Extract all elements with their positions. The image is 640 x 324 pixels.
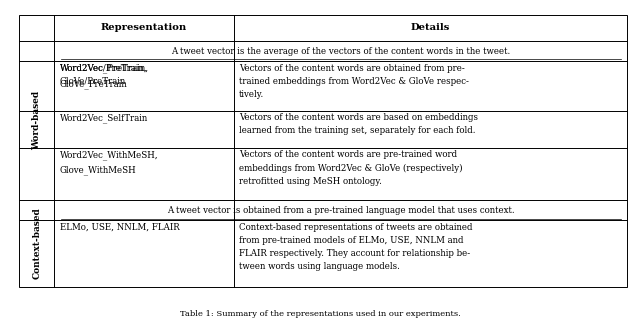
Text: Details: Details xyxy=(411,23,450,32)
Text: Context-based representations of tweets are obtained
from pre-trained models of : Context-based representations of tweets … xyxy=(239,223,472,271)
Text: A tweet vector is obtained from a pre-trained language model that uses context.: A tweet vector is obtained from a pre-tr… xyxy=(167,206,515,215)
Text: Word2Vec/PreTrain,
GloVe/PreTrain: Word2Vec/PreTrain, GloVe/PreTrain xyxy=(60,64,147,85)
Text: A tweet vector is the average of the vectors of the content words in the tweet.: A tweet vector is the average of the vec… xyxy=(171,47,511,56)
Text: Vectors of the content words are based on embeddings
learned from the training s: Vectors of the content words are based o… xyxy=(239,113,477,135)
Text: Word2Vec_PreTrain,
GloVe_PreTrain: Word2Vec_PreTrain, GloVe_PreTrain xyxy=(60,64,148,88)
Text: Vectors of the content words are obtained from pre-
trained embeddings from Word: Vectors of the content words are obtaine… xyxy=(239,64,468,99)
Text: Context-based: Context-based xyxy=(32,208,42,279)
Text: Word-based: Word-based xyxy=(32,91,42,150)
Text: Table 1: Summary of the representations used in our experiments.: Table 1: Summary of the representations … xyxy=(180,310,460,318)
Text: Word2Vec_WithMeSH,
Glove_WithMeSH: Word2Vec_WithMeSH, Glove_WithMeSH xyxy=(60,150,158,175)
Text: Representation: Representation xyxy=(101,23,187,32)
Text: ELMo, USE, NNLM, FLAIR: ELMo, USE, NNLM, FLAIR xyxy=(60,223,179,232)
Text: Vectors of the content words are pre-trained word
embeddings from Word2Vec & Glo: Vectors of the content words are pre-tra… xyxy=(239,150,462,186)
Bar xyxy=(19,15,627,287)
Text: Word2Vec_SelfTrain: Word2Vec_SelfTrain xyxy=(60,113,148,123)
